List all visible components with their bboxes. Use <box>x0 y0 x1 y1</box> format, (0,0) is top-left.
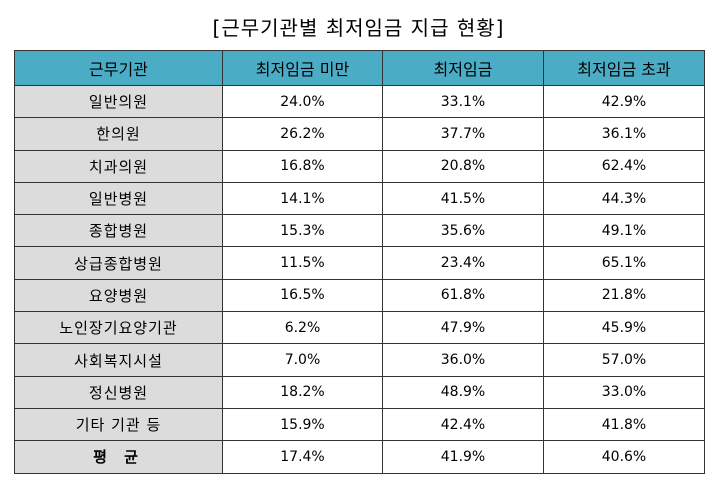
header-row: 근무기관 최저임금 미만 최저임금 최저임금 초과 <box>14 50 705 86</box>
cell-above: 42.9% <box>543 84 705 119</box>
average-row: 평 균 17.4% 41.9% 40.6% <box>14 440 705 474</box>
cell-above: 65.1% <box>543 246 705 280</box>
row-label: 기타 기관 등 <box>14 407 223 442</box>
table-row: 사회복지시설 7.0% 36.0% 57.0% <box>14 343 705 377</box>
cell-above: 21.8% <box>543 278 705 313</box>
cell-below: 14.1% <box>222 181 383 216</box>
cell-below: 6.2% <box>222 311 383 345</box>
row-label: 일반의원 <box>14 84 223 119</box>
row-label: 상급종합병원 <box>14 246 223 280</box>
row-label: 요양병원 <box>14 278 223 313</box>
cell-above: 49.1% <box>543 214 705 248</box>
table-row: 종합병원 15.3% 35.6% 49.1% <box>14 214 705 248</box>
cell-above: 57.0% <box>543 343 705 377</box>
header-minimum: 최저임금 <box>382 50 544 86</box>
cell-at: 47.9% <box>382 311 544 345</box>
cell-at: 23.4% <box>382 246 544 280</box>
table-row: 치과의원 16.8% 20.8% 62.4% <box>14 149 705 183</box>
row-label: 정신병원 <box>14 375 223 409</box>
row-label: 일반병원 <box>14 181 223 216</box>
cell-at: 61.8% <box>382 278 544 313</box>
average-below: 17.4% <box>222 440 383 474</box>
table-row: 일반병원 14.1% 41.5% 44.3% <box>14 181 705 216</box>
row-label: 사회복지시설 <box>14 343 223 377</box>
cell-above: 62.4% <box>543 149 705 183</box>
table-row: 요양병원 16.5% 61.8% 21.8% <box>14 278 705 313</box>
table-row: 노인장기요양기관 6.2% 47.9% 45.9% <box>14 311 705 345</box>
cell-below: 16.5% <box>222 278 383 313</box>
wage-table: 근무기관 최저임금 미만 최저임금 최저임금 초과 일반의원 24.0% 33.… <box>14 50 705 474</box>
row-label: 노인장기요양기관 <box>14 311 223 345</box>
cell-at: 37.7% <box>382 117 544 151</box>
cell-below: 15.9% <box>222 407 383 442</box>
average-label: 평 균 <box>14 440 223 474</box>
cell-above: 44.3% <box>543 181 705 216</box>
cell-at: 20.8% <box>382 149 544 183</box>
cell-at: 48.9% <box>382 375 544 409</box>
cell-at: 41.5% <box>382 181 544 216</box>
cell-above: 45.9% <box>543 311 705 345</box>
average-above: 40.6% <box>543 440 705 474</box>
average-at: 41.9% <box>382 440 544 474</box>
row-label: 종합병원 <box>14 214 223 248</box>
cell-below: 16.8% <box>222 149 383 183</box>
cell-below: 15.3% <box>222 214 383 248</box>
cell-at: 35.6% <box>382 214 544 248</box>
table-row: 기타 기관 등 15.9% 42.4% 41.8% <box>14 407 705 442</box>
header-above-minimum: 최저임금 초과 <box>543 50 705 86</box>
table-row: 정신병원 18.2% 48.9% 33.0% <box>14 375 705 409</box>
cell-at: 36.0% <box>382 343 544 377</box>
table-row: 일반의원 24.0% 33.1% 42.9% <box>14 84 705 119</box>
table-row: 한의원 26.2% 37.7% 36.1% <box>14 117 705 151</box>
header-institution: 근무기관 <box>14 50 223 86</box>
cell-below: 24.0% <box>222 84 383 119</box>
cell-below: 11.5% <box>222 246 383 280</box>
cell-below: 26.2% <box>222 117 383 151</box>
cell-below: 7.0% <box>222 343 383 377</box>
row-label: 한의원 <box>14 117 223 151</box>
cell-above: 41.8% <box>543 407 705 442</box>
cell-below: 18.2% <box>222 375 383 409</box>
page-title: [근무기관별 최저임금 지급 현황] <box>212 16 505 40</box>
cell-above: 36.1% <box>543 117 705 151</box>
row-label: 치과의원 <box>14 149 223 183</box>
table-row: 상급종합병원 11.5% 23.4% 65.1% <box>14 246 705 280</box>
header-below-minimum: 최저임금 미만 <box>222 50 383 86</box>
cell-above: 33.0% <box>543 375 705 409</box>
cell-at: 33.1% <box>382 84 544 119</box>
cell-at: 42.4% <box>382 407 544 442</box>
